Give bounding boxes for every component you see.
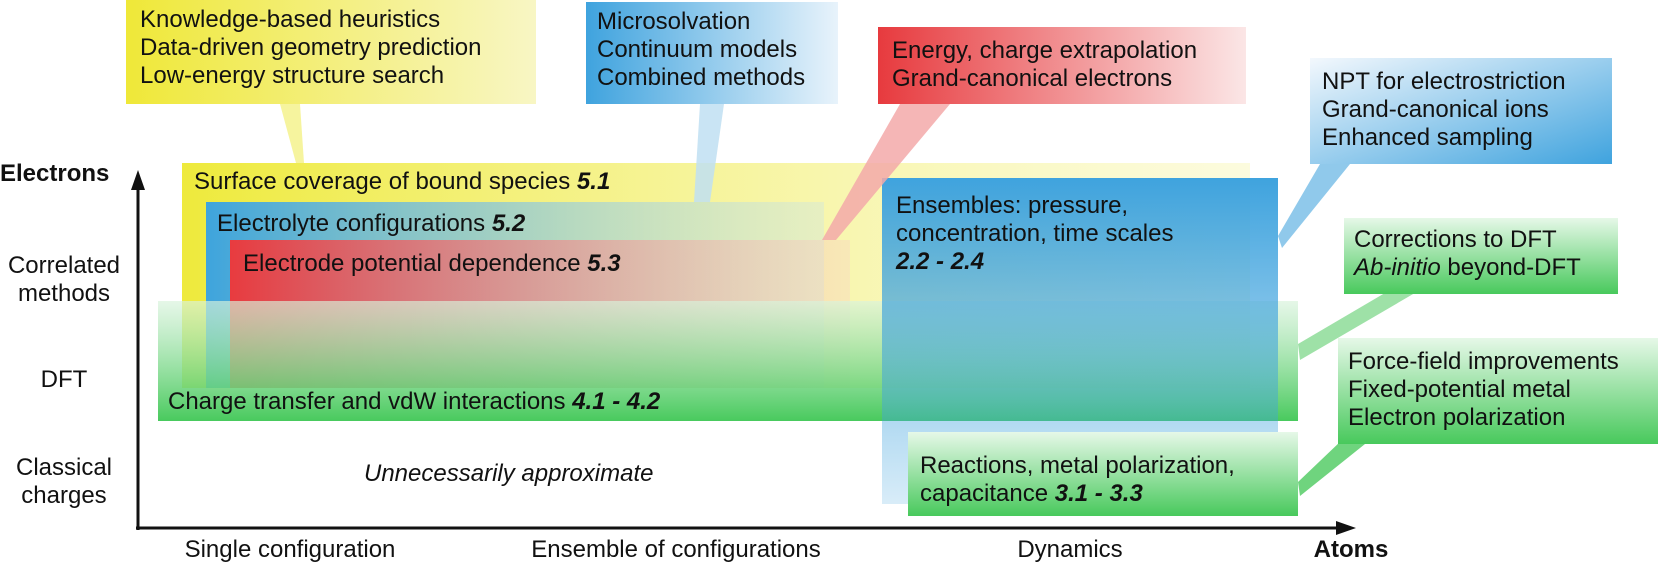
x-axis-arrowhead bbox=[1336, 521, 1356, 535]
label-charge-transfer: Charge transfer and vdW interactions 4.1… bbox=[168, 388, 660, 416]
callout-blue2-box bbox=[1310, 58, 1612, 164]
y-level-dft: DFT bbox=[0, 366, 128, 394]
callout-yellow-text: Knowledge-based heuristics Data-driven g… bbox=[140, 6, 482, 90]
x-level-single: Single configuration bbox=[184, 536, 396, 563]
callout-green2-line2: Fixed-potential metal bbox=[1348, 376, 1571, 403]
label-ensembles-ref: 2.2 - 2.4 bbox=[896, 248, 985, 275]
callout-green2-line3: Electron polarization bbox=[1348, 404, 1566, 431]
callout-green1-italic: Ab-initio bbox=[1354, 254, 1441, 281]
label-electrolyte-ref: 5.2 bbox=[491, 210, 526, 237]
x-level-ensemble: Ensemble of configurations bbox=[531, 536, 821, 563]
label-ensembles-line2: concentration, time scales bbox=[896, 220, 1174, 247]
y-level-correlated-line1: Correlated bbox=[7, 252, 121, 279]
callout-yellow-box bbox=[126, 0, 536, 104]
callout-yellow-line3: Low-energy structure search bbox=[140, 62, 445, 89]
callout-blue-box bbox=[586, 2, 838, 104]
callout-green2-box bbox=[1338, 338, 1658, 444]
x-level-dynamics: Dynamics bbox=[1017, 536, 1123, 563]
label-reactions-line1: Reactions, metal polarization, bbox=[920, 452, 1235, 479]
label-electrolyte: Electrolyte configurations 5.2 bbox=[217, 210, 525, 238]
label-electrode-ref: 5.3 bbox=[587, 250, 621, 277]
connector-blue bbox=[694, 104, 724, 202]
label-electrode-text: Electrode potential dependence bbox=[243, 250, 581, 277]
callout-green2-text: Force-field improvements Fixed-potential… bbox=[1348, 348, 1619, 432]
callout-blue2-line2: Grand-canonical ions bbox=[1322, 96, 1549, 123]
label-reactions-line2: capacitance bbox=[920, 480, 1049, 507]
y-level-correlated: Correlated methods bbox=[0, 252, 128, 308]
callout-green1-box bbox=[1344, 218, 1618, 294]
y-level-classical: Classical charges bbox=[0, 454, 128, 510]
callout-blue-line1: Microsolvation bbox=[597, 8, 751, 35]
region-reactions bbox=[908, 432, 1298, 516]
connector-green2 bbox=[1298, 440, 1370, 496]
y-level-classical-line1: Classical bbox=[15, 454, 113, 481]
label-ensembles: Ensembles: pressure, concentration, time… bbox=[896, 192, 1173, 276]
callout-yellow-line1: Knowledge-based heuristics bbox=[140, 6, 441, 33]
label-charge-transfer-ref: 4.1 - 4.2 bbox=[572, 388, 661, 415]
y-level-correlated-line2: methods bbox=[17, 280, 111, 307]
connector-green1 bbox=[1298, 290, 1420, 360]
label-unnecessary: Unnecessarily approximate bbox=[364, 460, 654, 487]
label-ensembles-line1: Ensembles: pressure, bbox=[896, 192, 1129, 219]
callout-green1-line1: Corrections to DFT bbox=[1354, 226, 1557, 253]
label-reactions: Reactions, metal polarization, capacitan… bbox=[920, 452, 1235, 508]
callout-green2-line1: Force-field improvements bbox=[1348, 348, 1619, 375]
callout-red-box bbox=[878, 27, 1246, 104]
x-axis-title: Atoms bbox=[1313, 536, 1389, 563]
callout-green1-line2: Ab-initio beyond-DFT bbox=[1354, 254, 1581, 282]
callout-blue2-line3: Enhanced sampling bbox=[1322, 124, 1533, 151]
label-surface-coverage-ref: 5.1 bbox=[576, 168, 611, 195]
callout-blue2-line1: NPT for electrostriction bbox=[1322, 68, 1566, 95]
label-reactions-line2-wrap: capacitance 3.1 - 3.3 bbox=[920, 480, 1235, 508]
y-level-classical-line2: charges bbox=[21, 482, 107, 509]
label-reactions-ref: 3.1 - 3.3 bbox=[1054, 480, 1143, 507]
callout-red-line2: Grand-canonical electrons bbox=[892, 65, 1173, 92]
label-electrolyte-text: Electrolyte configurations bbox=[217, 210, 486, 237]
callout-yellow-line2: Data-driven geometry prediction bbox=[140, 34, 482, 61]
label-electrode: Electrode potential dependence 5.3 bbox=[243, 250, 621, 278]
connector-yellow bbox=[280, 104, 304, 163]
callout-green1-text: Corrections to DFT Ab-initio beyond-DFT bbox=[1354, 226, 1581, 282]
y-axis-title: Electrons bbox=[0, 160, 110, 187]
connector-red bbox=[822, 104, 950, 240]
y-level-dft-line1: DFT bbox=[40, 366, 88, 393]
callout-blue-line2: Continuum models bbox=[597, 36, 798, 63]
y-axis-arrowhead bbox=[131, 170, 145, 190]
callout-red-line1: Energy, charge extrapolation bbox=[892, 37, 1198, 64]
callout-blue-line3: Combined methods bbox=[597, 64, 806, 91]
label-charge-transfer-text: Charge transfer and vdW interactions bbox=[168, 388, 566, 415]
callout-green1-rest: beyond-DFT bbox=[1440, 254, 1581, 281]
label-surface-coverage-text: Surface coverage of bound species bbox=[194, 168, 571, 195]
callout-blue-text: Microsolvation Continuum models Combined… bbox=[597, 8, 805, 92]
callout-red-text: Energy, charge extrapolation Grand-canon… bbox=[892, 37, 1197, 93]
callout-blue2-text: NPT for electrostriction Grand-canonical… bbox=[1322, 68, 1566, 152]
connector-blue2 bbox=[1278, 164, 1350, 248]
label-surface-coverage: Surface coverage of bound species 5.1 bbox=[194, 168, 610, 196]
